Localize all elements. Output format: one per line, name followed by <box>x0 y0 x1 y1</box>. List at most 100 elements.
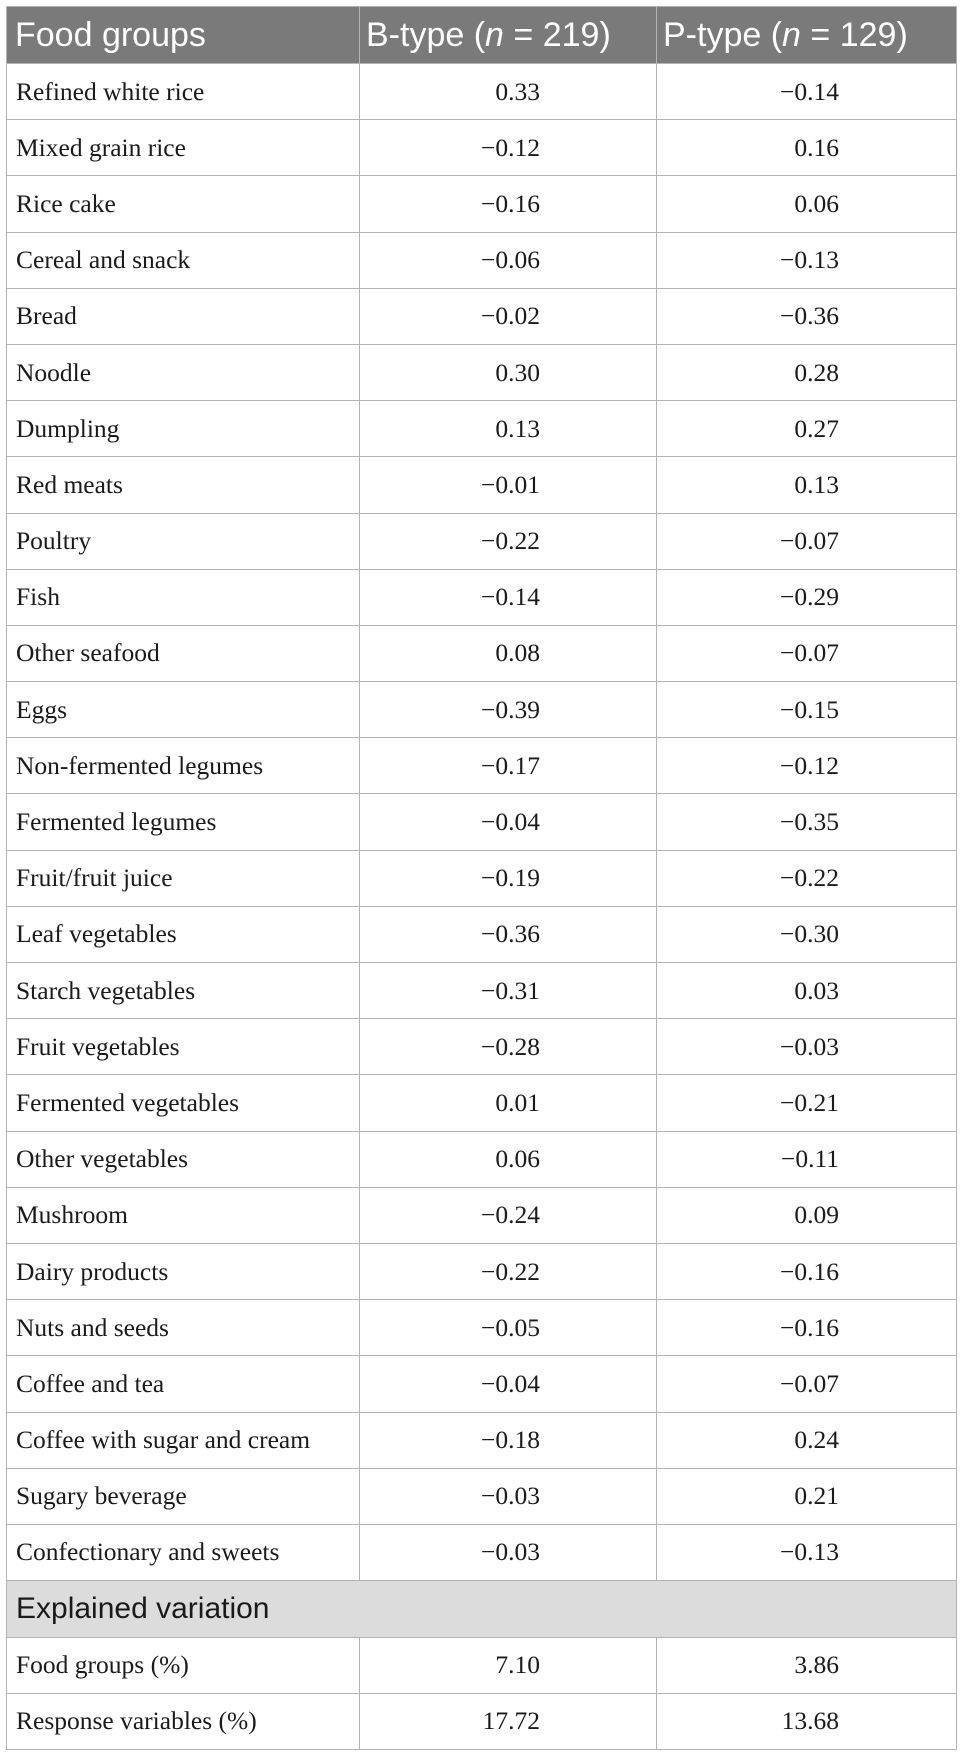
row-label: Nuts and seeds <box>6 1299 360 1357</box>
b-type-value: −0.36 <box>359 905 657 964</box>
row-label: Fermented legumes <box>6 793 360 851</box>
b-type-value: 0.13 <box>359 400 657 458</box>
p-type-value: 3.86 <box>656 1636 957 1694</box>
b-type-value: −0.03 <box>359 1523 657 1582</box>
table-row: Mushroom −0.24 0.09 <box>6 1186 957 1244</box>
section-title: Explained variation <box>6 1580 957 1638</box>
table-row: Fermented vegetables 0.01 −0.21 <box>6 1074 957 1132</box>
row-label: Other seafood <box>6 624 360 683</box>
p-type-value: −0.36 <box>656 287 957 345</box>
p-type-value: 0.06 <box>656 175 957 233</box>
table-row: Fish −0.14 −0.29 <box>6 568 957 626</box>
p-type-value: −0.16 <box>656 1242 957 1301</box>
p-type-value: −0.29 <box>656 568 957 626</box>
b-type-value: 7.10 <box>359 1636 657 1694</box>
p-type-value: −0.30 <box>656 905 957 964</box>
table-row: Starch vegetables −0.31 0.03 <box>6 961 957 1020</box>
row-label: Fish <box>6 568 360 626</box>
row-label: Mixed grain rice <box>6 119 360 177</box>
row-label: Eggs <box>6 681 360 739</box>
b-type-value: 0.06 <box>359 1130 657 1188</box>
b-type-value: 0.01 <box>359 1074 657 1132</box>
row-label: Other vegetables <box>6 1130 360 1188</box>
table-row: Cereal and snack −0.06 −0.13 <box>6 231 957 289</box>
header-b-type-prefix: B-type ( <box>366 15 486 54</box>
table-row: Fruit/fruit juice −0.19 −0.22 <box>6 849 957 907</box>
row-label: Fermented vegetables <box>6 1074 360 1132</box>
b-type-value: −0.06 <box>359 231 657 289</box>
row-label: Cereal and snack <box>6 231 360 289</box>
row-label: Confectionary and sweets <box>6 1523 360 1582</box>
header-p-type-n: n <box>782 15 801 54</box>
summary-row: Response variables (%) 17.72 13.68 <box>6 1692 957 1750</box>
b-type-value: 17.72 <box>359 1692 657 1750</box>
row-label: Non-fermented legumes <box>6 737 360 795</box>
p-type-value: −0.16 <box>656 1299 957 1357</box>
b-type-value: −0.05 <box>359 1299 657 1357</box>
p-type-value: −0.07 <box>656 624 957 683</box>
table-row: Red meats −0.01 0.13 <box>6 456 957 514</box>
header-p-type: P-type (n = 129) <box>656 6 957 64</box>
p-type-value: −0.35 <box>656 793 957 851</box>
p-type-value: −0.11 <box>656 1130 957 1188</box>
b-type-value: −0.19 <box>359 849 657 907</box>
table-row: Nuts and seeds −0.05 −0.16 <box>6 1299 957 1357</box>
row-label: Rice cake <box>6 175 360 233</box>
b-type-value: −0.01 <box>359 456 657 514</box>
table-row: Sugary beverage −0.03 0.21 <box>6 1467 957 1525</box>
header-b-type: B-type (n = 219) <box>359 6 657 64</box>
section-row: Explained variation <box>6 1580 957 1638</box>
b-type-value: −0.22 <box>359 1242 657 1301</box>
row-label: Coffee with sugar and cream <box>6 1411 360 1469</box>
row-label: Poultry <box>6 512 360 570</box>
row-label: Bread <box>6 287 360 345</box>
header-p-type-suffix: = 129) <box>800 15 908 54</box>
b-type-value: 0.30 <box>359 343 657 402</box>
p-type-value: −0.22 <box>656 849 957 907</box>
table-row: Other vegetables 0.06 −0.11 <box>6 1130 957 1188</box>
row-label: Response variables (%) <box>6 1692 360 1750</box>
table-row: Other seafood 0.08 −0.07 <box>6 624 957 683</box>
row-label: Dumpling <box>6 400 360 458</box>
p-type-value: 0.24 <box>656 1411 957 1469</box>
row-label: Dairy products <box>6 1242 360 1301</box>
table-row: Confectionary and sweets −0.03 −0.13 <box>6 1523 957 1582</box>
table-row: Bread −0.02 −0.36 <box>6 287 957 345</box>
b-type-value: −0.28 <box>359 1018 657 1076</box>
p-type-value: −0.07 <box>656 512 957 570</box>
p-type-value: −0.21 <box>656 1074 957 1132</box>
b-type-value: −0.16 <box>359 175 657 233</box>
b-type-value: −0.31 <box>359 961 657 1020</box>
table-row: Rice cake −0.16 0.06 <box>6 175 957 233</box>
table-row: Mixed grain rice −0.12 0.16 <box>6 119 957 177</box>
p-type-value: 0.28 <box>656 343 957 402</box>
header-row: Food groups B-type (n = 219) P-type (n =… <box>6 6 957 64</box>
row-label: Fruit/fruit juice <box>6 849 360 907</box>
row-label: Sugary beverage <box>6 1467 360 1525</box>
table-header: Food groups B-type (n = 219) P-type (n =… <box>6 6 957 64</box>
table-row: Dumpling 0.13 0.27 <box>6 400 957 458</box>
b-type-value: −0.24 <box>359 1186 657 1244</box>
p-type-value: 0.21 <box>656 1467 957 1525</box>
food-groups-table-container: Food groups B-type (n = 219) P-type (n =… <box>6 6 957 1750</box>
row-label: Leaf vegetables <box>6 905 360 964</box>
row-label: Mushroom <box>6 1186 360 1244</box>
p-type-value: −0.12 <box>656 737 957 795</box>
b-type-value: −0.18 <box>359 1411 657 1469</box>
header-food-groups: Food groups <box>6 6 360 64</box>
p-type-value: −0.03 <box>656 1018 957 1076</box>
p-type-value: 0.13 <box>656 456 957 514</box>
row-label: Starch vegetables <box>6 961 360 1020</box>
food-groups-table: Food groups B-type (n = 219) P-type (n =… <box>6 6 957 1750</box>
table-row: Fruit vegetables −0.28 −0.03 <box>6 1018 957 1076</box>
table-row: Coffee and tea −0.04 −0.07 <box>6 1355 957 1413</box>
table-row: Non-fermented legumes −0.17 −0.12 <box>6 737 957 795</box>
b-type-value: −0.39 <box>359 681 657 739</box>
b-type-value: −0.04 <box>359 1355 657 1413</box>
table-row: Coffee with sugar and cream −0.18 0.24 <box>6 1411 957 1469</box>
row-label: Fruit vegetables <box>6 1018 360 1076</box>
table-row: Leaf vegetables −0.36 −0.30 <box>6 905 957 964</box>
summary-row: Food groups (%) 7.10 3.86 <box>6 1636 957 1694</box>
row-label: Refined white rice <box>6 62 360 121</box>
table-row: Refined white rice 0.33 −0.14 <box>6 62 957 121</box>
